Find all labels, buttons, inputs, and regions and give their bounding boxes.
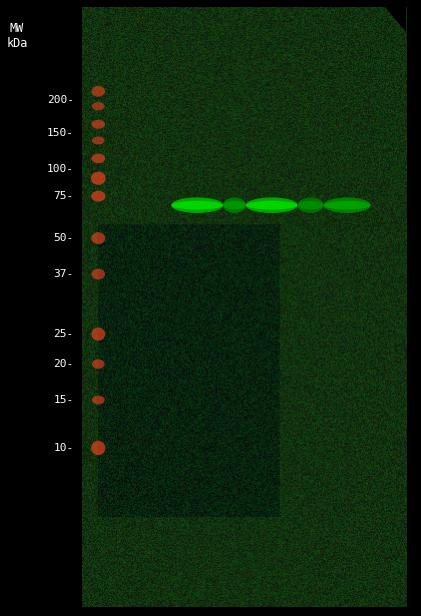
Ellipse shape [324,197,370,213]
Ellipse shape [88,321,109,347]
Ellipse shape [91,172,106,185]
Ellipse shape [223,197,246,213]
Ellipse shape [88,132,108,148]
Ellipse shape [88,98,108,115]
Text: 50-: 50- [53,233,74,243]
Ellipse shape [88,149,109,168]
Ellipse shape [324,201,370,209]
Ellipse shape [88,391,108,409]
Text: 25-: 25- [53,329,74,339]
Ellipse shape [92,359,105,369]
Ellipse shape [91,232,105,244]
Ellipse shape [88,81,109,102]
Ellipse shape [92,137,105,144]
Ellipse shape [91,269,105,280]
Ellipse shape [87,185,109,207]
Text: -TM2: -TM2 [410,207,421,222]
Ellipse shape [91,191,106,201]
Text: 100-: 100- [47,164,74,174]
Ellipse shape [282,419,317,456]
Ellipse shape [246,197,298,213]
Ellipse shape [88,115,109,133]
Ellipse shape [246,201,298,209]
Ellipse shape [87,434,109,463]
Ellipse shape [91,440,106,455]
Polygon shape [385,7,406,32]
Bar [82,7,406,607]
Ellipse shape [298,197,324,213]
Ellipse shape [91,120,105,129]
Text: 200-: 200- [47,95,74,105]
Text: MW
kDa: MW kDa [6,22,27,49]
Text: 10-: 10- [53,443,74,453]
Text: 150-: 150- [47,128,74,138]
Ellipse shape [88,226,109,250]
Ellipse shape [92,102,105,110]
Ellipse shape [91,328,105,341]
Ellipse shape [171,201,223,209]
Text: 15-: 15- [53,395,74,405]
Text: 75-: 75- [53,191,74,201]
Ellipse shape [91,86,105,97]
Ellipse shape [88,263,109,285]
Ellipse shape [171,197,223,213]
Text: 20-: 20- [53,359,74,369]
Ellipse shape [88,354,108,374]
Ellipse shape [171,531,264,541]
Ellipse shape [171,237,309,255]
Ellipse shape [223,201,246,209]
Ellipse shape [91,153,105,163]
Text: 37-: 37- [53,269,74,279]
Ellipse shape [92,395,105,405]
Ellipse shape [298,201,324,209]
Ellipse shape [87,165,109,192]
